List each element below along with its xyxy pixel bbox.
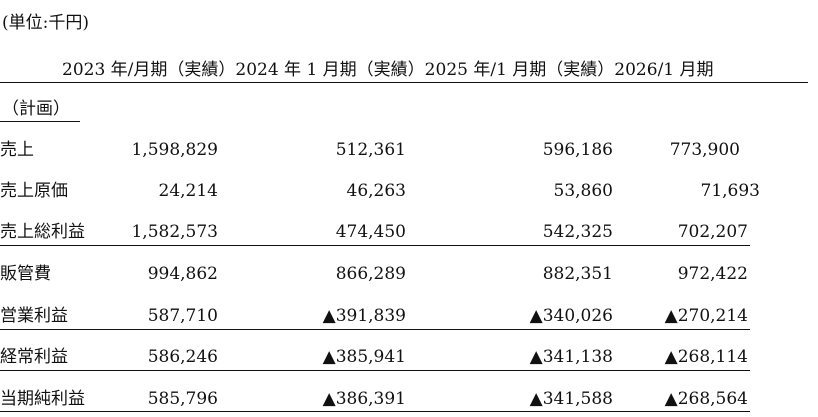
cell-gross-profit-2023: 1,582,573 bbox=[131, 222, 218, 242]
cell-sga-2026: 972,422 bbox=[677, 264, 748, 284]
header-underline bbox=[0, 82, 808, 83]
cell-net-income-2026: ▲268,564 bbox=[664, 389, 748, 409]
net-income-underline bbox=[0, 411, 750, 412]
cell-operating-income-2023: 587,710 bbox=[147, 306, 218, 326]
cell-cogs-2025: 53,860 bbox=[553, 181, 613, 201]
cell-operating-income-2025: ▲340,026 bbox=[529, 306, 613, 326]
cell-sga-2023: 994,862 bbox=[147, 264, 218, 284]
row-label-sga: 販管費 bbox=[0, 264, 51, 284]
row-label-ordinary-income: 経常利益 bbox=[0, 347, 68, 367]
row-label-operating-income: 営業利益 bbox=[0, 306, 68, 326]
cell-gross-profit-2025: 542,325 bbox=[542, 222, 613, 242]
cell-cogs-2024: 46,263 bbox=[346, 181, 406, 201]
cell-sales-2026: 773,900 bbox=[669, 140, 740, 160]
cell-cogs-2026: 71,693 bbox=[700, 181, 760, 201]
cell-net-income-2023: 585,796 bbox=[147, 389, 218, 409]
cell-ordinary-income-2025: ▲341,138 bbox=[529, 347, 613, 367]
cell-gross-profit-2026: 702,207 bbox=[677, 222, 748, 242]
row-label-cogs: 売上原価 bbox=[0, 181, 68, 201]
cell-net-income-2025: ▲341,588 bbox=[529, 389, 613, 409]
ordinary-income-underline bbox=[0, 370, 750, 371]
cell-operating-income-2024: ▲391,839 bbox=[322, 306, 406, 326]
column-header-continued: （計画） bbox=[2, 99, 70, 119]
gross-profit-underline bbox=[0, 245, 750, 246]
operating-income-underline bbox=[0, 329, 750, 330]
cell-ordinary-income-2026: ▲268,114 bbox=[664, 347, 748, 367]
cell-operating-income-2026: ▲270,214 bbox=[664, 306, 748, 326]
cell-cogs-2023: 24,214 bbox=[158, 181, 218, 201]
cell-net-income-2024: ▲386,391 bbox=[322, 389, 406, 409]
cell-sales-2023: 1,598,829 bbox=[131, 140, 218, 160]
cell-sales-2025: 596,186 bbox=[542, 140, 613, 160]
cell-gross-profit-2024: 474,450 bbox=[335, 222, 406, 242]
row-label-sales: 売上 bbox=[0, 140, 34, 160]
row-label-gross-profit: 売上総利益 bbox=[0, 222, 85, 242]
unit-label: (単位:千円) bbox=[2, 13, 89, 33]
cell-ordinary-income-2024: ▲385,941 bbox=[322, 347, 406, 367]
cell-ordinary-income-2023: 586,246 bbox=[147, 347, 218, 367]
cell-sales-2024: 512,361 bbox=[335, 140, 406, 160]
header2-underline bbox=[0, 121, 80, 122]
cell-sga-2024: 866,289 bbox=[335, 264, 406, 284]
column-header: 2023 年/月期（実績）2024 年 1 月期（実績）2025 年/1 月期（… bbox=[62, 60, 714, 80]
cell-sga-2025: 882,351 bbox=[542, 264, 613, 284]
row-label-net-income: 当期純利益 bbox=[0, 389, 85, 409]
